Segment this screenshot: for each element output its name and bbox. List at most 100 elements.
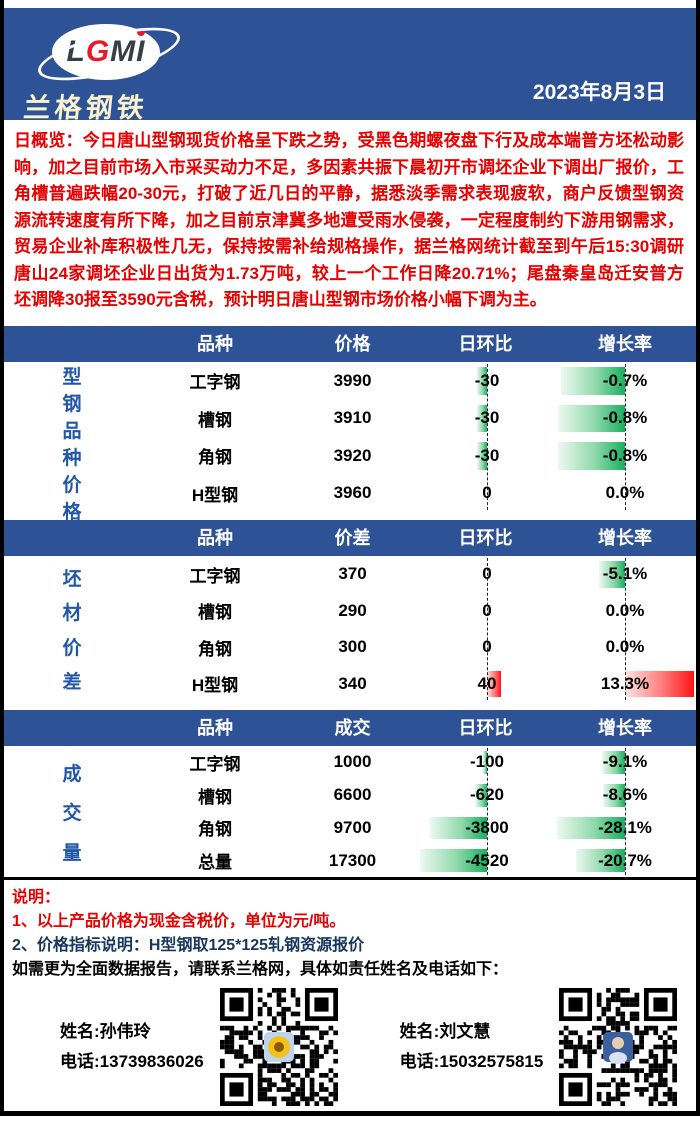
side-label-char: 品 [62,421,82,442]
side-label-char: 格 [62,502,82,523]
table-header-row: 品种 价格 日环比 增长率 [4,326,696,362]
column-header: 品种 [197,718,233,738]
column-header: 价格 [334,334,371,354]
contact-1: 姓名:孙伟玲 电话:13739836026 [60,1017,204,1077]
value-cell: 3910 [333,408,372,428]
column-header: 增长率 [598,334,652,354]
contact-2-phone: 电话:15032575815 [399,1052,544,1071]
product-cell: 角钢 [198,820,232,840]
data-bar [599,561,625,588]
note-line: 2、价格指标说明：H型钢取125*125轧钢资源报价 [12,937,365,954]
notes-section: 说明： 1、以上产品价格为现金含税价，单位为元/吨。 2、价格指标说明：H型钢取1… [4,877,696,1106]
table-row: 工字钢 3990 -30 -0.7% [140,362,696,400]
contacts-row: 姓名:孙伟玲 电话:13739836026 姓名:刘文慧 电话:15032575… [12,988,686,1106]
logo-oval: LGMI [52,24,160,80]
data-bar [487,670,501,697]
side-label-char: 价 [62,475,82,496]
value-cell: 3960 [333,483,372,503]
side-label: 坯材价差 [4,556,140,702]
header-banner: LGMI 兰格钢铁 2023年8月3日 [4,8,696,123]
product-cell: H型钢 [191,485,239,505]
side-label-char: 坯 [62,568,82,590]
product-cell: 槽钢 [198,410,232,430]
product-cell: 槽钢 [198,787,232,807]
side-label-char: 型 [62,367,82,388]
table-row: H型钢 340 40 13.3% [140,666,696,703]
value-cell: 1000 [333,752,372,772]
product-cell: 槽钢 [198,603,232,623]
data-bar [557,816,625,840]
data-bar [477,367,487,395]
data-bar [477,404,487,432]
data-bar [602,751,625,774]
table-row: 工字钢 370 0 -5.1% [140,556,696,593]
value-cell: 3920 [333,445,372,465]
product-cell: 总量 [198,853,232,873]
product-cell: 工字钢 [189,754,241,774]
table-row: 角钢 9700 -3800 -28.1% [140,812,696,845]
table-section: 品种 价格 日环比 增长率型钢品种价格工字钢 3990 -30 -0.7% 槽钢 3910 -30… [4,326,696,523]
value-cell: 370 [338,564,367,584]
table-body: 型钢品种价格工字钢 3990 -30 -0.7% 槽钢 3910 -30 -0.8% 角钢 392… [4,362,696,523]
side-label-char: 差 [62,672,82,694]
data-bar [475,783,487,807]
value-cell: 300 [338,637,367,657]
note-line: 1、以上产品价格为现金含税价，单位为元/吨。 [12,913,346,930]
data-bar [625,670,694,697]
product-cell: 角钢 [198,448,232,468]
brand-name: 兰格钢铁 [22,93,150,123]
table-row: H型钢 3960 0 0.0% [140,475,696,513]
rate-axis-line [625,748,626,875]
contact-1-phone: 电话:13739836026 [60,1052,204,1071]
column-header: 增长率 [598,718,652,738]
side-label: 型钢品种价格 [4,362,140,523]
side-label-char: 钢 [62,394,82,415]
column-header: 日环比 [458,334,513,354]
notes-items: 1、以上产品价格为现金含税价，单位为元/吨。 2、价格指标说明：H型钢取125*1… [12,910,686,982]
column-header: 价差 [334,528,371,548]
value-cell: 17300 [328,850,377,870]
side-label-char: 种 [62,448,82,469]
column-header: 日环比 [458,528,513,548]
value-cell: 6600 [333,785,372,805]
data-bar [576,849,625,872]
table-rows: 工字钢 3990 -30 -0.7% 槽钢 3910 -30 -0.8% 角钢 3920 -30 -0… [140,362,696,512]
data-bar [561,367,625,395]
data-bar [603,783,625,807]
table-body: 成交量工字钢 1000 -100 -9.1% 槽钢 6600 -620 -8.6% 角钢 9700… [4,746,696,877]
product-cell: H型钢 [191,676,239,696]
logo-letters: LGMI [66,35,146,68]
table-header-row: 品种 成交 日环比 增长率 [4,710,696,746]
value-cell: 3990 [333,370,372,390]
data-bar [420,849,487,872]
table-rows: 工字钢 370 0 -5.1% 槽钢 290 0 0.0% 角钢 300 0 0.0% H型钢 340 40… [140,556,696,702]
rate-axis-line [625,558,626,700]
data-bar [483,751,487,774]
value-cell: 290 [338,600,367,620]
column-header: 日环比 [458,718,513,738]
daily-overview-text: 日概览：今日唐山型钢现货价格呈下跌之势，受黑色期螺夜盘下行及成本端普方坯松动影响… [14,131,684,309]
data-bar [477,442,487,470]
column-header: 增长率 [598,528,652,548]
table-body: 坯材价差工字钢 370 0 -5.1% 槽钢 290 0 0.0% 角钢 300 0 0.0% H型钢 3… [4,556,696,702]
side-label-char: 成 [62,763,82,785]
dod-axis-line [487,558,488,700]
contact-2: 姓名:刘文慧 电话:15032575815 [400,1017,544,1077]
dod-axis-line [487,748,488,875]
table-row: 槽钢 290 0 0.0% [140,593,696,630]
table-row: 槽钢 3910 -30 -0.8% [140,400,696,438]
table-header-row: 品种 价差 日环比 增长率 [4,520,696,556]
qr-code-1 [219,988,338,1106]
product-cell: 工字钢 [189,373,241,393]
data-bar [430,816,487,840]
lgmi-logo: LGMI [33,16,185,92]
data-bar [558,404,625,432]
table-row: 角钢 300 0 0.0% [140,629,696,666]
table-section: 品种 成交 日环比 增长率成交量工字钢 1000 -100 -9.1% 槽钢 6600 -620-… [4,710,696,877]
note-line: 如需更为全面数据报告，请联系兰格网，具体如责任姓名及电话如下： [12,961,509,978]
dod-axis-line [487,364,488,510]
table-row: 工字钢 1000 -100 -9.1% [140,746,696,779]
column-header: 品种 [197,528,233,548]
